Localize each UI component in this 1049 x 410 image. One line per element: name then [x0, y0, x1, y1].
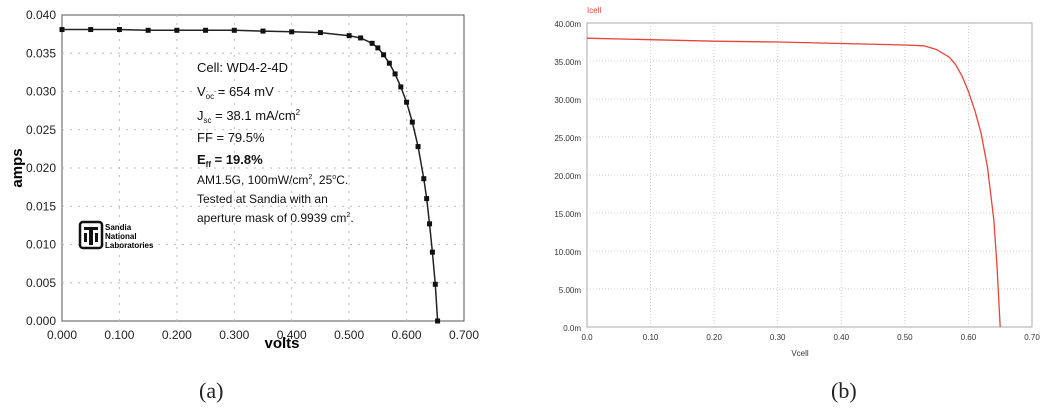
x-tick-label: 0.200 [162, 328, 192, 342]
annotation-cell: Cell: WD4-2-4D [197, 60, 288, 75]
x-tick-label: 0.50 [897, 333, 913, 342]
x-tick-label: 0.20 [706, 333, 722, 342]
y-tick-label: 5.00m [559, 286, 582, 295]
x-tick-label: 0.500 [334, 328, 364, 342]
data-point [386, 60, 392, 66]
chart-a-y-axis-label: amps [9, 148, 26, 187]
data-point [369, 40, 375, 46]
data-point [231, 27, 237, 33]
y-tick-label: 0.015 [26, 199, 56, 213]
x-tick-label: 0.300 [219, 328, 249, 342]
y-tick-label: 0.040 [26, 8, 56, 22]
data-point [59, 27, 65, 33]
x-tick-label: 0.10 [643, 333, 659, 342]
data-point [346, 33, 352, 39]
chart-b-series-line [586, 37, 1001, 328]
y-tick-label: 0.0m [563, 324, 581, 333]
x-tick-label: 0.40 [833, 333, 849, 342]
sandia-logo: Sandia National Laboratories [78, 220, 154, 250]
chart-b-svg: 0.0 0.10 0.20 0.30 0.40 0.50 0.60 0.70 0.0m 5.00… [554, 6, 1040, 358]
data-point [88, 27, 94, 33]
x-tick-label: 0.70 [1024, 333, 1040, 342]
logo-line-3: Laboratories [105, 241, 154, 250]
chart-a-annotation: Cell: WD4-2-4D Voc = 654 mV Jsc = 38.1 m… [197, 60, 354, 225]
panel-b-caption: (b) [831, 378, 857, 403]
data-point [404, 99, 410, 105]
x-tick-label: 0.000 [47, 328, 77, 342]
data-point [409, 119, 415, 125]
data-point [427, 221, 433, 227]
chart-a-x-axis-label: volts [264, 335, 299, 352]
data-point [174, 27, 180, 33]
chart-b-y-axis-label: Icell [587, 6, 601, 15]
annotation-conditions: AM1.5G, 100mW/cm2, 25oC. [197, 173, 348, 187]
chart-a-svg: 0.000 0.100 0.200 0.300 0.400 0.500 0.600 0.700… [9, 8, 479, 352]
data-point [392, 71, 398, 77]
x-tick-label: 0.700 [449, 328, 479, 342]
annotation-ff: FF = 79.5% [197, 130, 265, 145]
y-tick-label: 0.035 [26, 46, 56, 60]
data-point [358, 35, 364, 41]
data-point [432, 281, 438, 287]
x-tick-label: 0.0 [581, 333, 593, 342]
logo-line-2: National [105, 232, 137, 241]
data-point [398, 84, 404, 90]
data-point [145, 27, 151, 33]
y-tick-label: 30.00m [554, 96, 581, 105]
y-tick-label: 0.000 [26, 314, 56, 328]
annotation-tested: Tested at Sandia with an [197, 192, 328, 206]
sandia-logo-icon [78, 220, 104, 250]
data-point [429, 249, 435, 255]
y-tick-label: 20.00m [554, 172, 581, 181]
chart-b-x-axis-label: Vcell [791, 349, 809, 358]
annotation-voc: Voc = 654 mV [197, 84, 274, 101]
data-point [415, 144, 421, 150]
data-point [260, 28, 266, 34]
y-tick-label: 0.010 [26, 238, 56, 252]
y-tick-label: 25.00m [554, 134, 581, 143]
x-tick-label: 0.100 [104, 328, 134, 342]
data-point [317, 30, 323, 36]
y-tick-label: 0.005 [26, 276, 56, 290]
panel-a-caption: (a) [199, 378, 224, 403]
chart-panel-a: 0.000 0.100 0.200 0.300 0.400 0.500 0.600 0.700… [0, 0, 500, 410]
x-tick-label: 0.400 [277, 328, 307, 342]
y-tick-label: 35.00m [554, 58, 581, 67]
annotation-jsc: Jsc = 38.1 mA/cm2 [197, 108, 301, 125]
x-tick-label: 0.60 [961, 333, 977, 342]
data-point [421, 176, 427, 182]
x-tick-label: 0.600 [392, 328, 422, 342]
annotation-eff: Eff = 19.8% [197, 152, 263, 169]
y-tick-label: 0.020 [26, 161, 56, 175]
y-tick-label: 0.030 [26, 85, 56, 99]
y-tick-label: 40.00m [554, 20, 581, 29]
data-point [116, 27, 122, 33]
y-tick-label: 10.00m [554, 248, 581, 257]
data-point [435, 318, 441, 324]
logo-line-1: Sandia [105, 223, 132, 232]
annotation-aperture: aperture mask of 0.9939 cm2. [197, 211, 354, 225]
chart-panel-b: 0.0 0.10 0.20 0.30 0.40 0.50 0.60 0.70 0.0m 5.00… [525, 0, 1049, 410]
data-point [424, 196, 430, 202]
data-point [375, 45, 381, 51]
y-tick-label: 0.025 [26, 123, 56, 137]
data-point [203, 27, 209, 33]
y-tick-label: 15.00m [554, 210, 581, 219]
data-point [289, 29, 295, 35]
x-tick-label: 0.30 [770, 333, 786, 342]
data-point [381, 52, 387, 58]
